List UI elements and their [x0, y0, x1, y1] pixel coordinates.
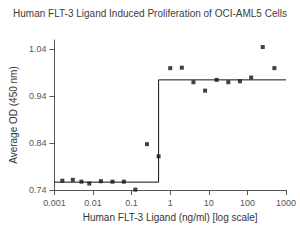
svg-text:10: 10: [204, 198, 214, 208]
svg-text:1.04: 1.04: [29, 44, 47, 54]
svg-text:0.001: 0.001: [43, 198, 66, 208]
svg-text:0.01: 0.01: [84, 198, 102, 208]
svg-text:Human FLT-3 Ligand (ng/ml) [lo: Human FLT-3 Ligand (ng/ml) [log scale]: [83, 212, 258, 223]
svg-text:0.94: 0.94: [29, 91, 47, 101]
svg-text:Average OD (450 nm): Average OD (450 nm): [8, 66, 19, 164]
svg-text:Human FLT-3 Ligand Induced Pro: Human FLT-3 Ligand Induced Proliferation…: [13, 8, 287, 19]
svg-text:0.74: 0.74: [29, 185, 47, 195]
svg-text:0.1: 0.1: [125, 198, 138, 208]
svg-text:1000: 1000: [276, 198, 296, 208]
svg-text:100: 100: [240, 198, 255, 208]
svg-text:1: 1: [168, 198, 173, 208]
svg-text:0.84: 0.84: [29, 138, 47, 148]
